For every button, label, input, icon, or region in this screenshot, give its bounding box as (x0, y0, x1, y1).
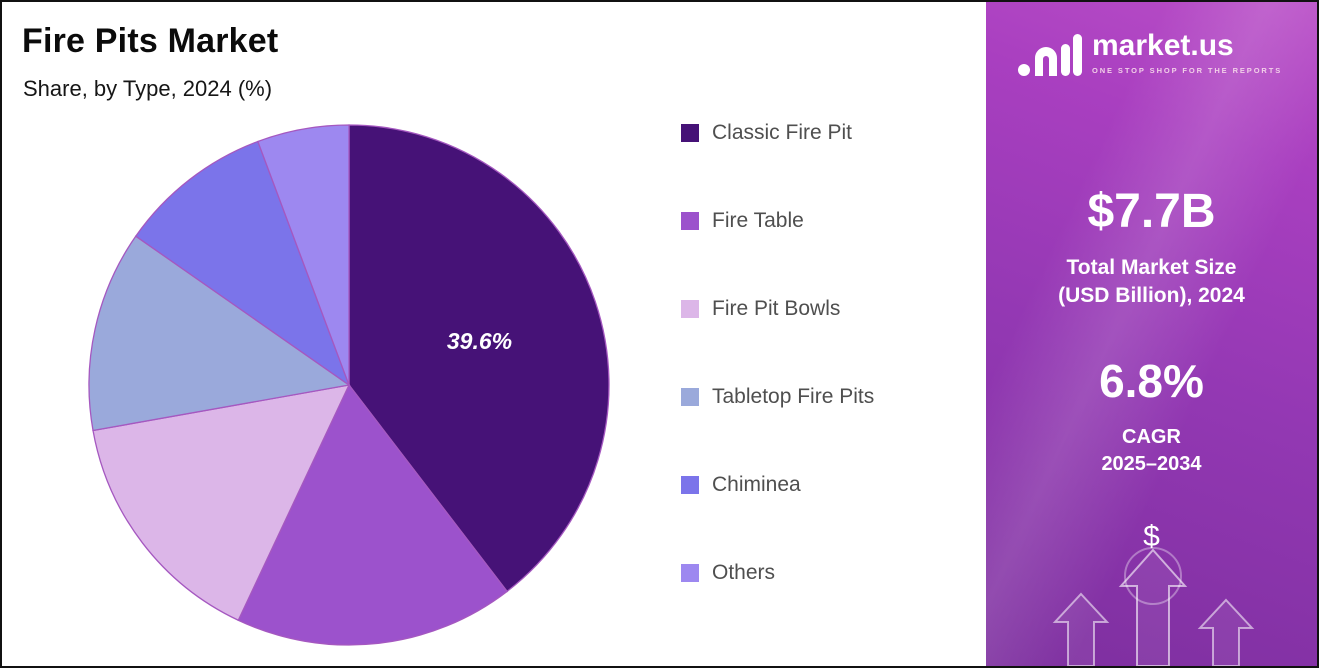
pie-chart: 39.6% (88, 124, 610, 646)
brand-tagline: ONE STOP SHOP FOR THE REPORTS (1092, 66, 1283, 75)
legend-item-0: Classic Fire Pit (681, 121, 874, 145)
pie-slice-4 (134, 140, 351, 387)
market-size-label: Total Market Size (USD Billion), 2024 (986, 254, 1317, 310)
legend-item-2: Fire Pit Bowls (681, 297, 874, 321)
brand-name: market.us (1092, 29, 1234, 62)
pie-slice-0 (348, 124, 610, 593)
legend-label: Fire Pit Bowls (712, 297, 841, 320)
cagr-label-line1: CAGR (1122, 426, 1181, 448)
legend-item-3: Tabletop Fire Pits (681, 385, 874, 409)
cagr-label-line2: 2025–2034 (1101, 453, 1202, 475)
cagr-value: 6.8% (1099, 355, 1204, 407)
legend-label: Tabletop Fire Pits (712, 385, 875, 408)
legend-label: Classic Fire Pit (712, 121, 853, 144)
dollar-icon: $ (1143, 520, 1160, 553)
cagr-label: CAGR 2025–2034 (986, 424, 1317, 478)
legend: Classic Fire Pit Fire Table Fire Pit Bowls… (681, 121, 874, 585)
legend-swatch (681, 564, 699, 582)
legend-item-5: Others (681, 561, 874, 585)
pie-slice-3 (88, 235, 351, 432)
legend-label: Fire Table (712, 209, 804, 232)
legend-swatch (681, 476, 699, 494)
legend-item-1: Fire Table (681, 209, 874, 233)
chart-section: Fire Pits Market Share, by Type, 2024 (%… (2, 2, 990, 666)
pie-slice-2 (92, 384, 351, 622)
market-size-value: $7.7B (1087, 185, 1216, 238)
legend-swatch (681, 124, 699, 142)
growth-arrows-icon (1052, 547, 1255, 666)
pie-slice-1 (237, 383, 508, 646)
pie-slice-5 (257, 124, 350, 386)
market-size-label-line2: (USD Billion), 2024 (1058, 284, 1245, 307)
brand-text: market.us ONE STOP SHOP FOR THE REPORTS (1092, 29, 1283, 76)
marketus-logo-icon (1018, 34, 1082, 76)
legend-item-4: Chiminea (681, 473, 874, 497)
legend-swatch (681, 388, 699, 406)
page-subtitle: Share, by Type, 2024 (%) (23, 76, 273, 101)
market-size-label-line1: Total Market Size (1066, 256, 1237, 279)
pie-data-label: 39.6% (447, 328, 512, 354)
legend-label: Chiminea (712, 473, 801, 496)
legend-swatch (681, 212, 699, 230)
page-title: Fire Pits Market (22, 22, 279, 60)
legend-swatch (681, 300, 699, 318)
right-panel: market.us ONE STOP SHOP FOR THE REPORTS … (986, 2, 1317, 666)
brand-logo: market.us ONE STOP SHOP FOR THE REPORTS (1016, 28, 1282, 78)
legend-label: Others (712, 561, 776, 584)
